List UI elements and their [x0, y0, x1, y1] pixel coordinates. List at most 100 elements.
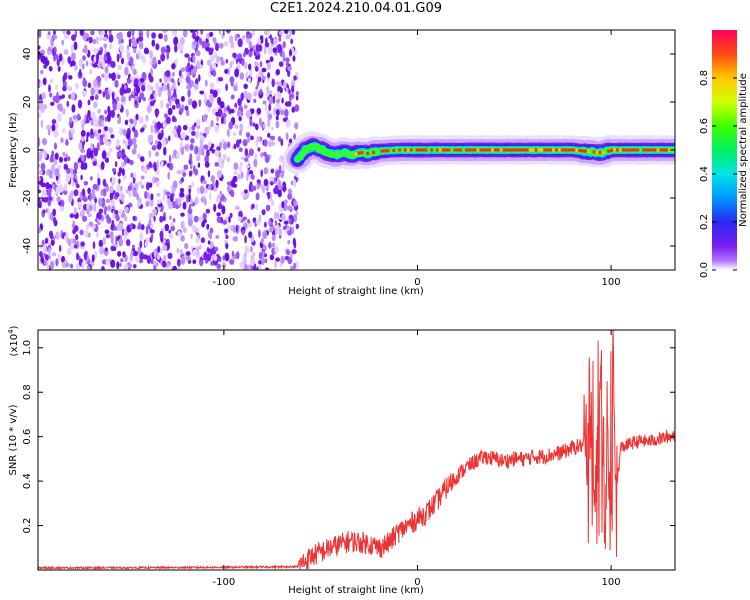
noise-blob	[50, 239, 55, 246]
noise-blob	[151, 145, 157, 151]
noise-blob	[259, 70, 264, 78]
snr-frame	[37, 329, 676, 571]
noise-blob	[246, 92, 252, 101]
noise-blob	[124, 84, 127, 90]
noise-blob	[114, 161, 118, 168]
noise-blob	[250, 135, 254, 141]
noise-blob	[206, 253, 212, 262]
noise-blob	[180, 67, 186, 72]
noise-blob	[198, 37, 203, 45]
ridge-peak	[575, 148, 579, 152]
noise-blob	[237, 61, 240, 70]
noise-blob	[40, 119, 44, 128]
noise-blob	[175, 58, 178, 65]
noise-blob	[98, 30, 101, 35]
ridge-peak	[473, 148, 477, 152]
noise-blob	[38, 169, 43, 176]
ridge-peak	[630, 148, 634, 152]
noise-blob	[53, 30, 56, 36]
noise-blob	[129, 159, 134, 166]
noise-blob	[231, 179, 235, 188]
noise-blob	[237, 53, 243, 59]
noise-blob	[179, 187, 185, 193]
noise-blob	[131, 244, 135, 249]
noise-blob	[230, 41, 235, 49]
noise-blob	[274, 226, 278, 236]
noise-blob	[81, 63, 85, 70]
noise-blob	[217, 157, 223, 163]
noise-blob	[194, 145, 199, 155]
noise-blob	[146, 104, 152, 114]
noise-blob	[236, 110, 242, 117]
noise-blob	[210, 120, 214, 128]
noise-blob	[205, 37, 209, 44]
noise-blob	[136, 85, 141, 94]
noise-blob	[276, 224, 280, 231]
noise-blob	[206, 223, 210, 230]
noise-blob	[222, 112, 227, 119]
noise-blob	[110, 61, 116, 68]
noise-blob	[224, 216, 230, 222]
noise-blob	[68, 194, 73, 203]
noise-blob	[216, 263, 221, 270]
ridge-peak	[662, 148, 666, 152]
ridge-peak	[642, 148, 646, 152]
noise-blob	[232, 52, 237, 58]
noise-blob	[192, 32, 196, 40]
noise-blob	[264, 154, 270, 164]
noise-blob	[207, 59, 212, 66]
noise-blob	[38, 176, 41, 182]
noise-blob	[73, 189, 79, 197]
noise-blob	[111, 91, 115, 101]
noise-blob	[200, 30, 204, 36]
noise-blob	[56, 196, 61, 203]
noise-blob	[268, 140, 272, 148]
noise-blob	[69, 213, 75, 219]
noise-blob	[115, 235, 118, 245]
noise-blob	[68, 75, 73, 80]
noise-blob	[38, 151, 43, 160]
noise-blob	[287, 193, 293, 200]
noise-blob	[164, 113, 168, 119]
ridge-peak	[357, 151, 361, 155]
noise-blob	[242, 195, 248, 200]
noise-blob	[240, 92, 244, 101]
ridge-peak	[444, 148, 448, 152]
noise-blob	[281, 97, 284, 104]
noise-blob	[180, 255, 186, 265]
noise-blob	[245, 132, 251, 138]
noise-blob	[213, 203, 217, 212]
noise-blob	[192, 40, 198, 46]
noise-blob	[105, 93, 111, 100]
noise-blob	[115, 96, 120, 102]
ridge-peak	[569, 148, 573, 152]
ridge-peak	[645, 148, 648, 152]
noise-blob	[182, 201, 187, 210]
noise-blob	[212, 37, 217, 43]
noise-blob	[155, 109, 159, 118]
noise-blob	[258, 251, 263, 260]
ridge-peak	[447, 148, 451, 152]
snr-y-scale-label: (x104)	[7, 325, 20, 356]
noise-blob	[175, 98, 180, 105]
snr-x-ticks: -100 0 100	[213, 330, 621, 588]
noise-blob	[42, 77, 47, 86]
noise-blob	[150, 193, 154, 201]
noise-blob	[82, 55, 86, 61]
noise-blob	[275, 68, 280, 76]
noise-blob	[138, 259, 144, 264]
noise-blob	[248, 231, 253, 239]
noise-blob	[246, 109, 252, 119]
noise-blob	[247, 218, 251, 224]
noise-blob	[134, 256, 139, 263]
noise-blob	[267, 219, 271, 226]
noise-blob	[102, 91, 106, 98]
noise-blob	[133, 129, 139, 138]
noise-blob	[290, 38, 294, 45]
ridge-peak	[435, 148, 439, 152]
noise-blob	[248, 170, 254, 176]
noise-blob	[78, 162, 82, 167]
ridge-peak	[549, 148, 553, 152]
colorbar-tick-label-2: 0.4	[699, 166, 710, 182]
